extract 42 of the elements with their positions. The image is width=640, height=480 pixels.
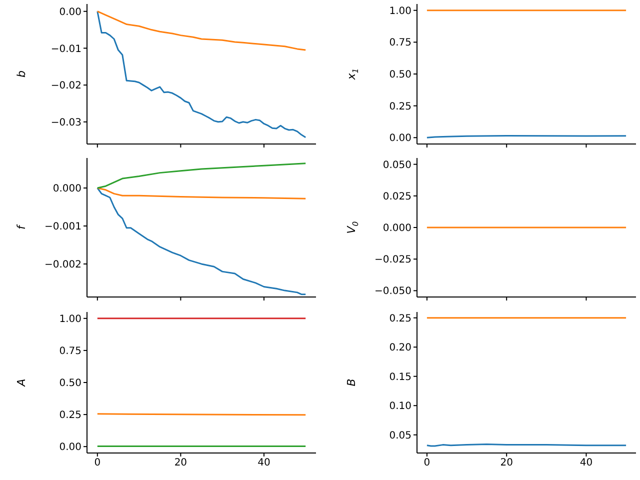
y-tick-label: 0.75: [389, 38, 412, 49]
line-series: [96, 187, 306, 296]
y-tick-label: −0.03: [50, 117, 82, 128]
y-tick-label: 0.00: [59, 442, 82, 454]
y-tick-label: 0.25: [389, 101, 412, 112]
x-tick-label: 0: [424, 458, 430, 469]
y-axis-title: B: [344, 378, 358, 386]
y-tick-label: 0.00: [59, 6, 82, 18]
y-axis-title: b: [14, 70, 28, 78]
x-tick-label: 20: [174, 458, 188, 469]
y-tick-label: 0.50: [59, 378, 82, 390]
x-tick-label: 40: [580, 458, 593, 469]
y-tick-label: 0.25: [59, 410, 82, 422]
y-tick-label: 1.00: [59, 314, 82, 325]
y-tick-label: 0.00: [389, 133, 412, 144]
y-tick-label: 0.25: [389, 313, 412, 324]
y-tick-label: 0.050: [382, 160, 412, 171]
y-tick-label: −0.01: [50, 44, 82, 55]
y-axis-title: f: [14, 223, 28, 230]
line-series: [96, 10, 306, 138]
y-tick-label: 0.50: [389, 70, 412, 81]
line-series: [96, 10, 306, 51]
y-tick-label: 0.000: [382, 223, 412, 234]
x-tick-label: 20: [500, 458, 513, 469]
y-tick-label: 0.000: [52, 184, 82, 195]
line-series: [96, 162, 306, 189]
y-tick-label: 0.05: [389, 430, 412, 442]
y-tick-label: 0.75: [59, 346, 82, 358]
y-tick-label: −0.02: [50, 80, 82, 92]
x-tick-label: 40: [258, 458, 270, 469]
y-tick-label: 0.025: [382, 191, 412, 202]
line-series: [96, 187, 306, 200]
y-axis-title: A: [14, 378, 28, 388]
y-tick-label: 0.10: [389, 401, 412, 412]
y-tick-label: 0.20: [389, 342, 412, 354]
y-tick-label: 0.15: [389, 372, 412, 383]
y-tick-label: −0.001: [44, 222, 82, 233]
y-tick-label: −0.002: [44, 260, 82, 271]
y-tick-label: 1.00: [389, 6, 412, 17]
y-tick-label: −0.025: [374, 254, 412, 266]
x-tick-label: 0: [94, 458, 101, 469]
y-tick-label: −0.050: [374, 286, 412, 298]
